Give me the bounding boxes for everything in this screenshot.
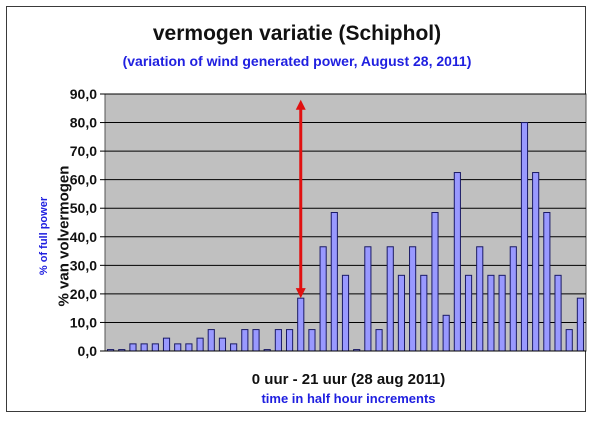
bar xyxy=(230,343,238,352)
bar xyxy=(207,329,215,352)
bar xyxy=(196,337,204,352)
bar xyxy=(297,297,305,352)
bar xyxy=(140,343,148,352)
y-tick-label: 10,0 xyxy=(70,314,97,330)
y-tick-label: 0,0 xyxy=(78,343,98,359)
bar xyxy=(162,337,171,352)
bar xyxy=(274,329,282,352)
annotation-arrow-head-top xyxy=(295,99,306,110)
bar xyxy=(241,329,249,352)
bar xyxy=(319,246,327,352)
bar xyxy=(386,246,394,352)
bar xyxy=(330,212,338,352)
bar xyxy=(341,274,350,352)
annotation-arrow-head-bottom xyxy=(295,288,306,299)
bar xyxy=(397,274,406,352)
y-tick-label: 80,0 xyxy=(70,115,97,131)
bar xyxy=(308,329,316,352)
bar xyxy=(565,329,573,352)
y-tick-label: 30,0 xyxy=(70,257,97,273)
y-tick-label: 70,0 xyxy=(70,143,97,159)
bar xyxy=(464,274,473,352)
bar xyxy=(151,343,159,352)
bar xyxy=(453,172,461,352)
bar xyxy=(218,337,227,352)
y-tick-label: 50,0 xyxy=(70,200,97,216)
bar xyxy=(487,274,495,352)
y-tick-label: 90,0 xyxy=(70,86,97,102)
x-axis-title-secondary: time in half hour increments xyxy=(261,391,436,406)
bar xyxy=(285,329,294,352)
bar xyxy=(431,212,439,352)
bar xyxy=(576,297,584,352)
bar xyxy=(442,314,450,352)
bar xyxy=(252,329,260,352)
chart-subtitle: (variation of wind generated power, Augu… xyxy=(122,53,472,69)
y-tick-label: 20,0 xyxy=(70,286,97,302)
bar xyxy=(498,274,506,352)
bar xyxy=(543,212,551,352)
x-axis-title: 0 uur - 21 uur (28 aug 2011) xyxy=(251,371,446,388)
bar xyxy=(520,122,529,352)
bar xyxy=(476,246,484,352)
y-tick-label: 40,0 xyxy=(70,229,97,245)
bar xyxy=(509,246,517,352)
bar xyxy=(375,329,383,352)
y-tick-label: 60,0 xyxy=(70,172,97,188)
bar xyxy=(129,343,137,352)
bar xyxy=(185,343,193,352)
chart-title: vermogen variatie (Schiphol) xyxy=(152,22,442,45)
bar xyxy=(174,343,182,352)
bar xyxy=(420,274,428,352)
bar xyxy=(532,172,540,352)
bar xyxy=(364,246,372,352)
bar xyxy=(409,246,417,352)
bar xyxy=(554,274,562,352)
